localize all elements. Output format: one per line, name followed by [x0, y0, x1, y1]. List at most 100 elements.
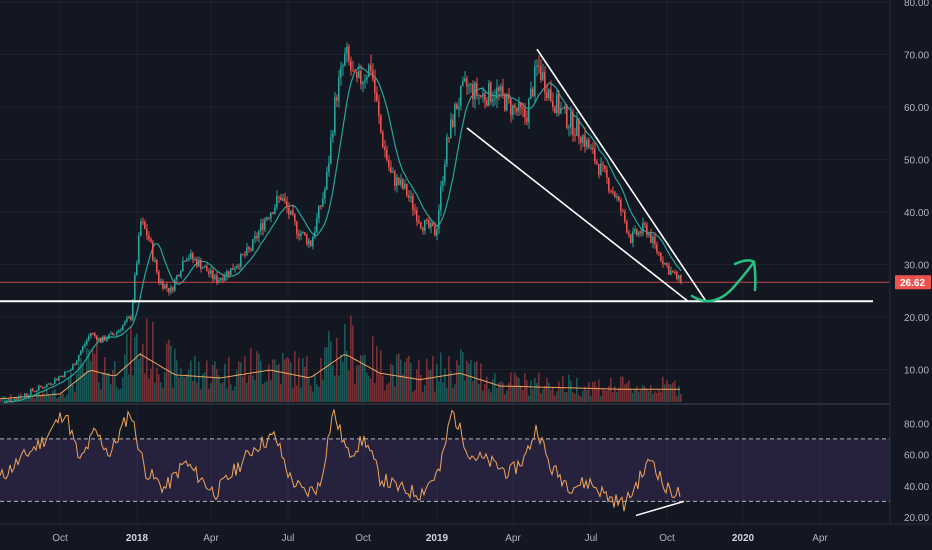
volume-bar	[570, 380, 572, 402]
volume-bar	[618, 387, 620, 402]
candle-body	[132, 300, 134, 320]
candle-body	[574, 134, 576, 136]
volume-bar	[566, 392, 568, 402]
volume-bar	[524, 373, 526, 402]
candle-body	[184, 261, 186, 263]
volume-bar	[508, 382, 510, 402]
volume-bar	[602, 388, 604, 402]
candle-body	[540, 66, 542, 80]
volume-bar	[70, 371, 72, 402]
candle-body	[600, 163, 602, 176]
rsi-tick-label: 20.00	[904, 513, 929, 524]
candle-body	[40, 385, 42, 388]
candle-body	[356, 71, 358, 78]
volume-bar	[108, 372, 110, 402]
volume-bar	[126, 334, 128, 402]
volume-bar	[666, 380, 668, 402]
candle-body	[50, 383, 52, 385]
candle-body	[406, 183, 408, 196]
candle-body	[350, 60, 352, 71]
volume-bar	[584, 386, 586, 402]
candle-body	[386, 149, 388, 160]
volume-bar	[668, 383, 670, 402]
candle-body	[244, 254, 246, 256]
candle-body	[274, 207, 276, 214]
volume-bar	[374, 383, 376, 402]
candle-body	[556, 94, 558, 114]
candle-body	[92, 333, 94, 335]
volume-bar	[254, 380, 256, 402]
candle-body	[230, 268, 232, 276]
volume-bar	[348, 370, 350, 402]
candle-body	[550, 89, 552, 101]
volume-bar	[580, 396, 582, 402]
volume-bar	[276, 364, 278, 402]
volume-bar	[54, 388, 56, 402]
volume-bar	[60, 392, 62, 402]
candle-body	[228, 271, 230, 276]
candle-body	[240, 254, 242, 267]
candle-body	[538, 65, 540, 67]
candle-body	[580, 137, 582, 143]
volume-bar	[128, 374, 130, 402]
volume-bar	[678, 385, 680, 402]
volume-bar	[572, 391, 574, 402]
candle-body	[58, 376, 60, 381]
candle-body	[486, 100, 488, 106]
volume-bar	[314, 374, 316, 402]
wedge-upper-line[interactable]	[536, 48, 707, 302]
volume-bar	[672, 382, 674, 402]
volume-bar	[268, 364, 270, 402]
candle-body	[560, 108, 562, 114]
rsi-divergence-line	[635, 500, 685, 517]
candle-body	[608, 177, 610, 192]
volume-bar	[138, 358, 140, 402]
candle-body	[606, 169, 608, 178]
candle-body	[562, 108, 564, 110]
volume-bar	[98, 381, 100, 402]
candle-body	[316, 218, 318, 232]
volume-bar	[112, 369, 114, 402]
volume-bar	[436, 364, 438, 402]
volume-bar	[150, 368, 152, 402]
volume-bar	[58, 397, 60, 402]
volume-bar	[178, 377, 180, 402]
wedge-lower-line[interactable]	[466, 127, 689, 302]
volume-bar	[400, 359, 402, 402]
rsi-axis[interactable]: 80.00 60.00 40.00 20.00	[904, 419, 929, 524]
candle-body	[186, 259, 188, 262]
volume-bar	[462, 352, 464, 402]
candle-body	[100, 338, 102, 343]
candle-body	[82, 346, 84, 351]
candle-body	[148, 235, 150, 239]
price-tick-label: 50.00	[904, 156, 929, 167]
candle-body	[432, 222, 434, 227]
volume-bar	[76, 373, 78, 402]
price-axis[interactable]: 80.00 70.00 60.00 50.00 40.00 30.00 20.00 10.00	[904, 0, 929, 377]
candle-body	[504, 94, 506, 111]
candle-body	[482, 93, 484, 97]
candle-body	[248, 247, 250, 249]
candle-body	[72, 364, 74, 370]
volume-bar	[498, 382, 500, 402]
volume-bar	[344, 324, 346, 402]
candle-body	[528, 98, 530, 123]
volume-bar	[636, 386, 638, 402]
candle-body	[572, 112, 574, 135]
volume-bar	[472, 381, 474, 402]
candle-body	[20, 396, 22, 398]
volume-bar	[576, 377, 578, 402]
candle-body	[646, 224, 648, 236]
candle-body	[192, 253, 194, 260]
volume-bar	[630, 388, 632, 402]
candle-body	[116, 331, 118, 335]
candle-body	[548, 89, 550, 98]
volume-bar	[360, 355, 362, 402]
projection-arrow[interactable]	[690, 260, 756, 303]
candle-body	[118, 330, 120, 332]
candle-body	[546, 92, 548, 98]
time-axis[interactable]: Oct 2018 Apr Jul Oct 2019 Apr Jul Oct 2020 Apr	[52, 533, 828, 544]
candle-body	[346, 46, 348, 54]
candle-body	[146, 228, 148, 236]
